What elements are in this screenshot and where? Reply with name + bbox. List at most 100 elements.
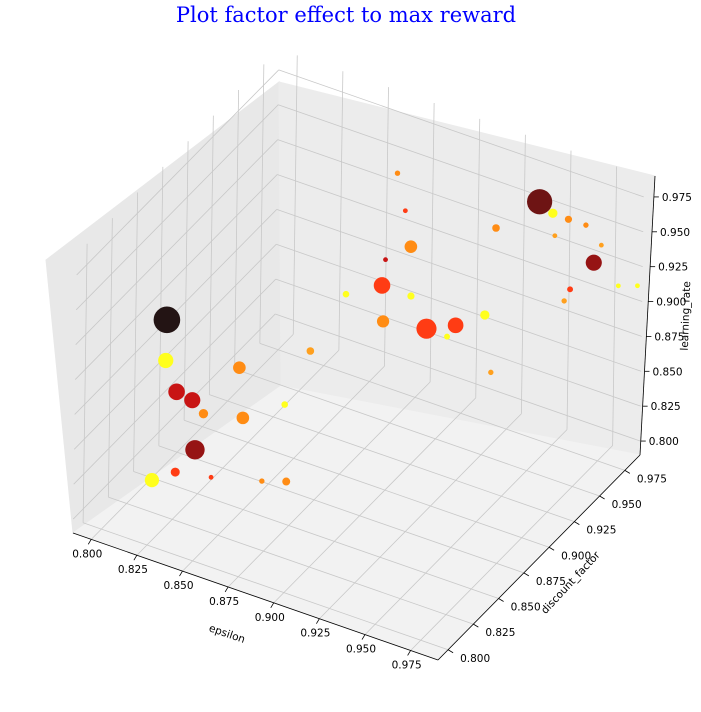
x-tick-mark xyxy=(407,650,411,656)
scatter-point xyxy=(383,257,388,263)
x-gridline xyxy=(90,334,294,540)
z-gridline xyxy=(75,139,278,345)
y-gridline xyxy=(158,445,524,574)
scatter-point xyxy=(168,383,185,401)
x-tick-mark xyxy=(179,570,183,577)
x-gridline xyxy=(319,413,522,620)
x-tick-label: 0.850 xyxy=(163,580,193,592)
z-gridline xyxy=(275,278,641,407)
x-gridline xyxy=(292,55,298,335)
data-points xyxy=(144,170,640,488)
z-gridline xyxy=(76,69,279,276)
x-tick-label: 0.950 xyxy=(346,644,376,656)
y-tick-label: 0.800 xyxy=(460,653,490,665)
scatter-point xyxy=(158,352,174,369)
y-tick-mark xyxy=(498,598,504,602)
scatter-point xyxy=(394,170,401,176)
z-gridline xyxy=(275,313,641,442)
y-tick-mark xyxy=(624,470,631,474)
y-tick-mark xyxy=(548,546,555,551)
scatter-point xyxy=(598,242,604,248)
scatter-point xyxy=(259,478,265,484)
z-tick-label: 0.875 xyxy=(654,331,684,343)
scatter-point xyxy=(615,283,621,289)
y-axis-line xyxy=(437,454,641,661)
x-gridline xyxy=(612,166,618,446)
scatter-point xyxy=(144,473,160,488)
x-tick-mark xyxy=(270,602,275,609)
scatter-point xyxy=(208,474,214,480)
scatter-point xyxy=(306,347,315,355)
z-gridline xyxy=(276,243,642,372)
y-gridline xyxy=(208,115,214,395)
x-tick-label: 0.800 xyxy=(72,548,102,560)
x-tick-label: 0.875 xyxy=(209,596,239,608)
scatter-point xyxy=(416,318,437,339)
x-tick-mark xyxy=(361,634,366,640)
x-tick-mark xyxy=(133,555,138,561)
z-tick-label: 0.950 xyxy=(660,227,690,239)
scatter-point xyxy=(567,286,574,293)
scatter-point xyxy=(635,283,640,289)
scatter-point xyxy=(583,222,589,228)
y-gridline xyxy=(82,243,88,523)
chart-title: Plot factor effect to max reward xyxy=(176,3,516,27)
z-tick-label: 0.850 xyxy=(653,366,683,378)
z-gridline xyxy=(73,278,276,485)
x-gridline xyxy=(520,134,526,414)
z-gridline xyxy=(278,69,644,198)
x-tick-mark xyxy=(87,539,92,545)
y-gridline xyxy=(82,522,449,651)
z-gridline xyxy=(72,313,276,520)
x-axis-line xyxy=(72,532,439,661)
z-axis-line xyxy=(639,175,656,456)
axis-ticks: 0.800 0.825 0.850 0.875 0.900 0.925 0.950 0.975… xyxy=(72,192,692,672)
y-gridline xyxy=(209,394,575,523)
scatter-point xyxy=(236,411,250,425)
scatter-point xyxy=(153,306,181,334)
scatter-point xyxy=(552,233,558,239)
scatter-point xyxy=(198,409,209,419)
scatter-point xyxy=(373,277,391,294)
y-tick-mark xyxy=(473,623,479,628)
scatter-point xyxy=(402,208,408,214)
scatter-point xyxy=(233,361,246,375)
scatter-point xyxy=(407,292,415,300)
y-tick-mark xyxy=(599,495,605,500)
z-gridline xyxy=(277,174,643,302)
x-gridline xyxy=(227,381,431,588)
gridlines xyxy=(72,55,644,651)
y-tick-label: 0.975 xyxy=(637,473,667,485)
scatter-point xyxy=(480,310,490,320)
x-gridline xyxy=(136,349,340,556)
z-tick-label: 0.800 xyxy=(649,436,679,448)
y-tick-mark xyxy=(574,521,580,525)
y-tick-label: 0.950 xyxy=(612,499,642,511)
y-tick-mark xyxy=(523,572,530,577)
y-gridline xyxy=(158,166,164,446)
z-gridline xyxy=(74,174,278,380)
scatter-point xyxy=(376,315,390,328)
z-tick-label: 0.825 xyxy=(651,401,681,413)
x-axis-label: epsilon xyxy=(207,622,246,646)
scatter-point xyxy=(342,290,350,298)
z-gridline xyxy=(277,139,643,268)
z-gridline xyxy=(276,209,642,337)
scatter-point xyxy=(281,401,288,408)
z-gridline xyxy=(73,244,277,450)
z-tick-label: 0.975 xyxy=(662,192,692,204)
scatter-point xyxy=(488,369,494,376)
y-gridline xyxy=(259,342,625,471)
y-gridline xyxy=(133,471,499,599)
y-gridline xyxy=(107,218,113,498)
scatter-point xyxy=(548,208,558,218)
scatter-point xyxy=(282,477,291,486)
scatter-point xyxy=(170,467,180,477)
y-gridline xyxy=(133,192,138,472)
y-tick-mark xyxy=(447,649,454,654)
y-gridline xyxy=(259,64,265,344)
x-gridline xyxy=(410,445,613,651)
scatter-point xyxy=(561,298,567,304)
x-tick-mark xyxy=(224,586,229,593)
